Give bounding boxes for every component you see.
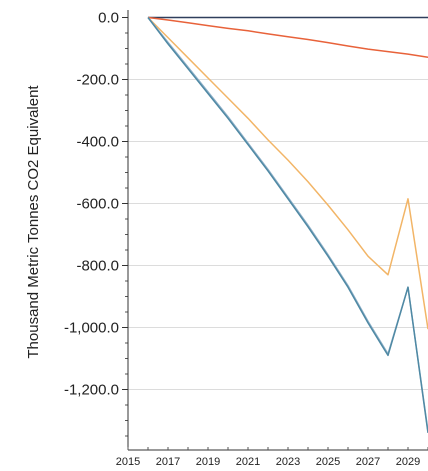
y-tick-label: -1,000.0 [64,320,119,337]
series-line-3 [147,16,428,330]
x-tick-label: 2023 [276,456,300,466]
series-line-2 [147,16,428,58]
y-tick-label: -200.0 [76,72,119,89]
axes [122,10,428,451]
y-tick-labels: 0.0 -200.0 -400.0 -600.0 -800.0 -1,000.0 -1,20… [64,10,119,399]
y-tick-label: -400.0 [76,134,119,151]
y-tick-label: -600.0 [76,196,119,213]
y-axis-label: Thousand Metric Tonnes CO2 Equivalent [25,85,42,359]
series-lines [147,16,428,434]
y-tick-label: 0.0 [98,10,119,27]
x-tick-labels: 2015 2017 2019 2021 2023 2025 2027 2029 [116,456,420,468]
series-line-4 [147,17,428,432]
x-tick-label: 2021 [236,456,260,466]
x-tick-label: 2015 [116,456,140,466]
x-tick-label: 2017 [156,456,180,466]
y-tick-label: -800.0 [76,258,119,275]
x-tick-label: 2019 [196,456,220,466]
x-tick-label: 2025 [316,456,340,466]
x-tick-label: 2027 [356,456,380,466]
gridlines [128,79,428,390]
series-line-5 [147,17,428,434]
x-tick-label: 2029 [396,456,420,466]
y-tick-label: -1,200.0 [64,382,119,399]
